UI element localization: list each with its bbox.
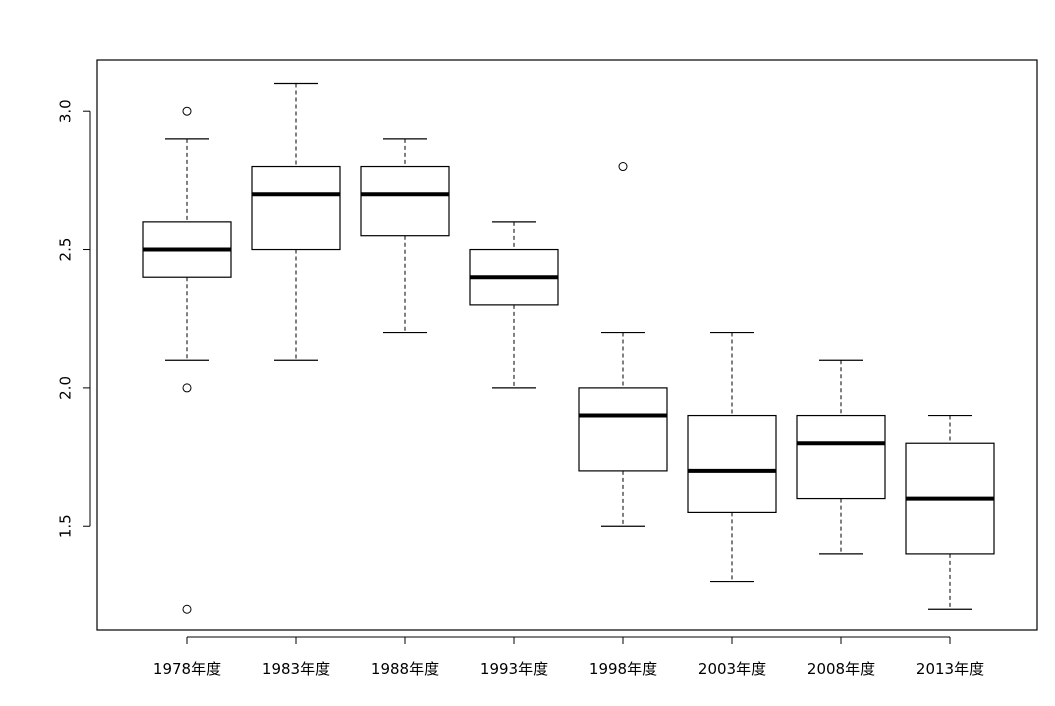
y-tick-label: 2.5 (57, 238, 75, 262)
x-axis: 1978年度 1983年度 1988年度 1993年度 1998年度 2003年度 2008… (153, 636, 984, 678)
iqr-box (251, 165, 341, 251)
x-tick-label: 1998年度 (589, 660, 657, 678)
outlier-point (182, 604, 192, 614)
box-1978年度 (142, 106, 232, 614)
y-axis: 1.5 2.0 2.5 3.0 (57, 99, 91, 538)
iqr-box (360, 165, 450, 237)
x-tick-label: 2008年度 (807, 660, 875, 678)
box-2013年度 (905, 414, 995, 610)
iqr-box (578, 387, 668, 472)
box-1988年度 (360, 138, 450, 334)
plot-frame (96, 59, 1038, 631)
outlier-point (182, 383, 192, 393)
box-1983年度 (251, 82, 341, 361)
box-1998年度 (578, 162, 668, 527)
y-tick-label: 3.0 (57, 99, 75, 123)
boxes-group (142, 82, 995, 614)
x-tick-label: 1978年度 (153, 660, 221, 678)
box-2003年度 (687, 331, 777, 583)
y-tick-label: 2.0 (57, 376, 75, 400)
outlier-point (618, 162, 628, 172)
x-tick-label: 1988年度 (371, 660, 439, 678)
x-tick-label: 1983年度 (262, 660, 330, 678)
iqr-box (687, 414, 777, 514)
y-tick-label: 1.5 (57, 514, 75, 538)
x-tick-label: 2013年度 (916, 660, 984, 678)
box-1993年度 (469, 221, 559, 389)
box-2008年度 (796, 359, 886, 555)
x-tick-label: 2003年度 (698, 660, 766, 678)
outlier-point (182, 106, 192, 116)
x-tick-label: 1993年度 (480, 660, 548, 678)
iqr-box (796, 414, 886, 500)
